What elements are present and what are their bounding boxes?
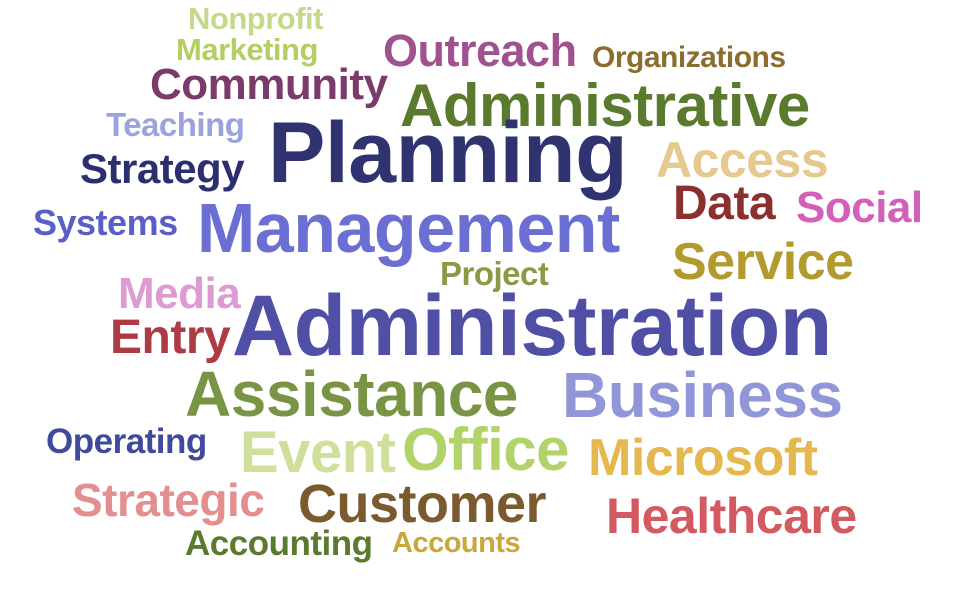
word-service: Service (672, 233, 854, 291)
word-nonprofit: Nonprofit (188, 1, 323, 36)
word-data: Data (673, 177, 776, 230)
word-accounting: Accounting (185, 524, 373, 563)
word-media: Media (118, 269, 241, 318)
word-management: Management (197, 189, 620, 267)
word-project: Project (440, 255, 549, 292)
word-accounts: Accounts (392, 527, 521, 559)
word-assistance: Assistance (185, 358, 518, 430)
word-strategic: Strategic (72, 474, 265, 526)
word-administrative: Administrative (400, 72, 810, 139)
word-microsoft: Microsoft (588, 429, 818, 487)
word-strategy: Strategy (80, 145, 245, 192)
word-community: Community (150, 60, 388, 109)
word-customer: Customer (298, 474, 547, 534)
word-business: Business (562, 359, 843, 431)
word-outreach: Outreach (383, 25, 577, 76)
word-access: Access (656, 132, 829, 188)
word-organizations: Organizations (592, 41, 786, 74)
word-operating: Operating (46, 422, 207, 461)
word-administration: Administration (232, 278, 832, 374)
word-planning: Planning (268, 105, 628, 201)
word-office: Office (402, 416, 570, 483)
word-social: Social (796, 183, 923, 232)
word-teaching: Teaching (106, 106, 245, 143)
word-healthcare: Healthcare (606, 488, 857, 544)
word-entry: Entry (110, 311, 231, 364)
word-marketing: Marketing (176, 32, 318, 67)
word-event: Event (240, 420, 396, 485)
word-systems: Systems (33, 202, 178, 243)
